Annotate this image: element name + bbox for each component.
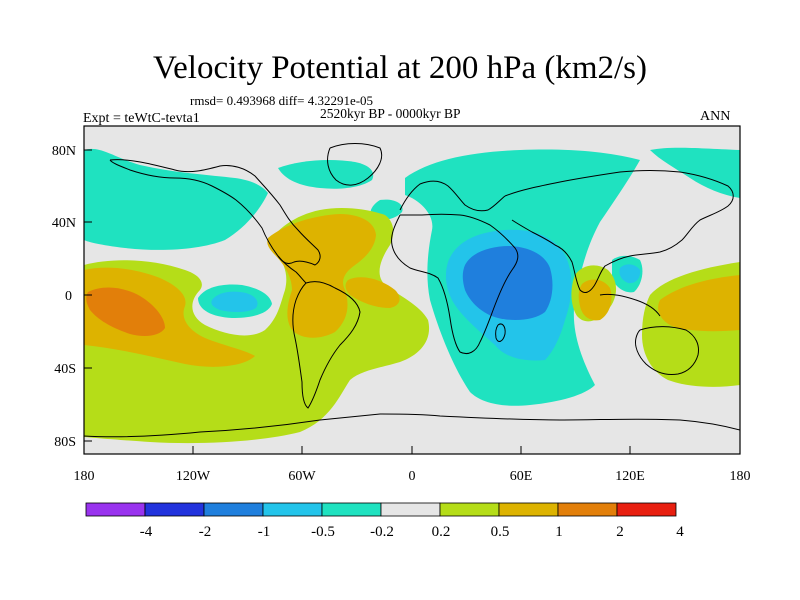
coastline-maritime-continent: [599, 293, 661, 317]
coastline-greenland: [327, 143, 383, 186]
colorbar-label: -0.5: [311, 524, 335, 540]
lon-label: 60W: [288, 469, 316, 484]
coastline-antarctica: [84, 413, 740, 438]
cyan-region-north-america: [278, 160, 374, 189]
lat-labels: 80N 40N 0 40S 80S: [52, 144, 76, 450]
colorbar-label: 1: [555, 524, 563, 540]
period-label: 2520kyr BP - 0000kyr BP: [320, 106, 461, 121]
colorbar-label: 0.5: [491, 524, 510, 540]
lon-labels: 180 120W 60W 0 60E 120E 180: [74, 469, 751, 484]
colorbar-label: -1: [258, 524, 271, 540]
colorbar-label: 4: [676, 524, 684, 540]
coastline-europe: [399, 180, 506, 212]
colorbar-swatch: [85, 502, 146, 517]
coastline-north-america: [109, 159, 321, 266]
lon-label: 180: [730, 469, 751, 484]
rmsd-diff-stats: rmsd= 0.493968 diff= 4.32291e-05: [190, 93, 374, 108]
colorbar-swatch: [557, 502, 618, 517]
colorbar-label: -4: [140, 524, 153, 540]
colorbar-swatch: [203, 502, 264, 517]
contour-field: [84, 126, 740, 454]
orange-region-bay-of-bengal: [578, 279, 612, 321]
colorbar-label: -0.2: [370, 524, 394, 540]
lightblue-region-southeast-pacific: [211, 291, 258, 313]
lon-label: 0: [409, 469, 416, 484]
colorbar-labels: -4 -2 -1 -0.5 -0.2 0.2 0.5 1 2 4: [140, 524, 685, 540]
colorbar-label: -2: [199, 524, 212, 540]
lat-label: 40S: [54, 362, 76, 377]
colorbar-label: 0.2: [432, 524, 451, 540]
coastline-africa: [391, 213, 519, 355]
plot-title: Velocity Potential at 200 hPa (km2/s): [152, 50, 648, 86]
cyan-region-arctic-east: [650, 147, 740, 198]
colorbar-swatch: [321, 502, 382, 517]
coastline-australia: [635, 326, 699, 375]
colorbar-swatch: [380, 502, 441, 517]
lat-label: 80S: [54, 435, 76, 450]
lon-label: 120E: [615, 469, 645, 484]
lightblue-region-maritime-continent: [619, 264, 641, 284]
colorbar-swatch: [439, 502, 500, 517]
lat-label: 0: [65, 289, 72, 304]
colorbar-swatch: [498, 502, 559, 517]
darkorange-region-central-pacific-core: [86, 287, 165, 336]
coastlines: [84, 143, 740, 438]
lat-label: 80N: [52, 144, 76, 159]
blue-region-africa-indian-ocean-core: [462, 246, 553, 320]
coastline-madagascar: [495, 323, 506, 342]
orange-region-west-pacific: [658, 275, 740, 332]
lon-label: 120W: [176, 469, 211, 484]
colorbar: [85, 502, 677, 517]
coastline-south-america: [292, 281, 361, 409]
axis-ticks: [83, 149, 741, 454]
coastline-asia: [504, 170, 734, 294]
colorbar-label: 2: [616, 524, 624, 540]
colorbar-swatch: [262, 502, 323, 517]
colorbar-swatch: [144, 502, 205, 517]
coastline-central-america: [277, 255, 307, 284]
orange-region-south-atlantic-africa: [345, 277, 400, 308]
season-label: ANN: [700, 109, 731, 124]
colorbar-swatch: [616, 502, 677, 517]
experiment-label: Expt = teWtC-tevta1: [83, 111, 200, 126]
cyan-region-north-pacific: [84, 148, 268, 250]
lat-label: 40N: [52, 216, 76, 231]
lon-label: 180: [74, 469, 95, 484]
lon-label: 60E: [510, 469, 533, 484]
